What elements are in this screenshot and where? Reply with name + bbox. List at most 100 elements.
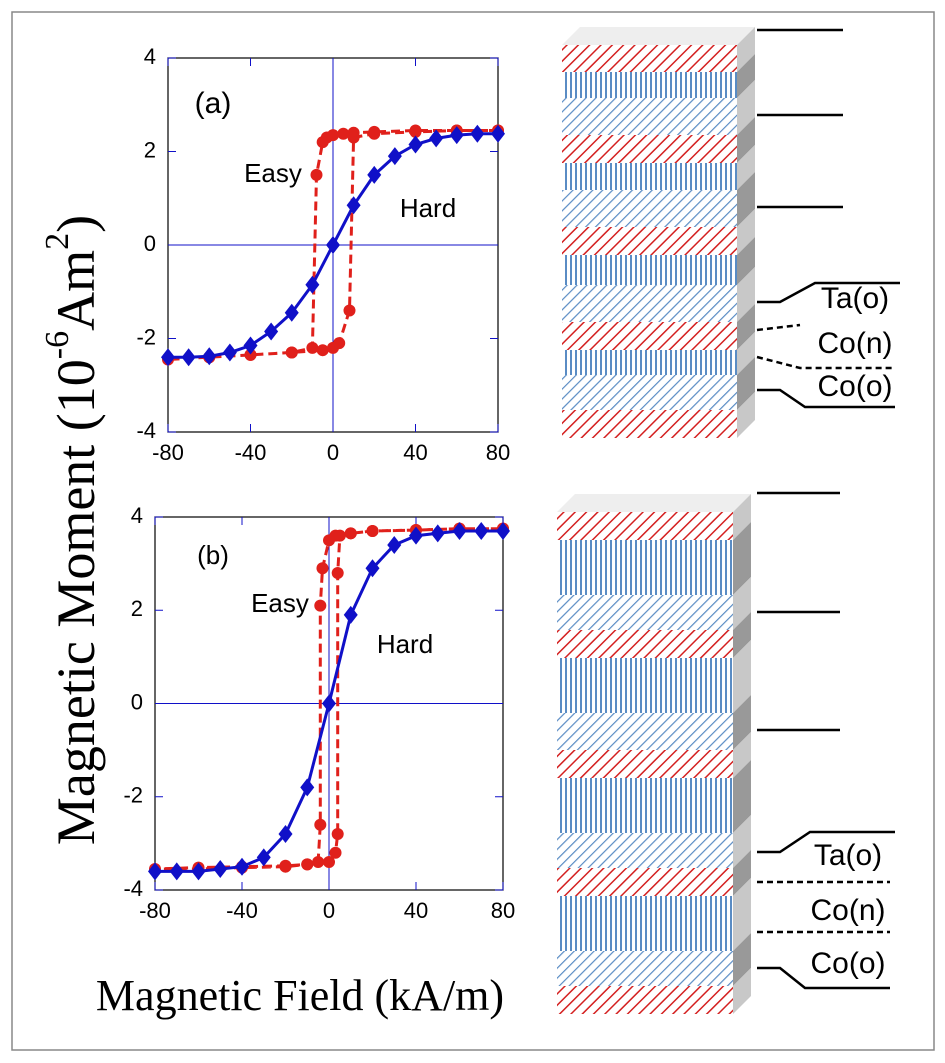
layer: [562, 163, 737, 190]
stack-top: [557, 494, 751, 512]
x-tick-label: 80: [486, 440, 510, 465]
marker: [343, 605, 358, 624]
x-tick-label: -80: [139, 898, 171, 923]
y-tick-label: -2: [123, 783, 143, 808]
layer: [557, 833, 733, 868]
marker: [343, 304, 356, 317]
layer: [557, 713, 733, 750]
y-tick-label: 0: [144, 231, 156, 256]
layer-side: [737, 54, 755, 98]
layer-side: [737, 357, 755, 410]
marker: [279, 859, 292, 872]
x-tick-label: -40: [235, 440, 267, 465]
marker: [333, 529, 346, 542]
marker: [409, 125, 422, 138]
layer-side: [737, 209, 755, 255]
layer: [557, 630, 733, 658]
layer-side: [733, 494, 751, 540]
layer: [557, 658, 733, 713]
panel-label: (a): [195, 87, 232, 120]
layer-side: [733, 695, 751, 750]
label-line: [757, 388, 895, 409]
label-line: [756, 323, 801, 332]
marker: [491, 124, 505, 143]
marker: [161, 348, 175, 367]
marker: [244, 348, 257, 361]
x-tick-label: 40: [403, 440, 427, 465]
y-tick-label: -2: [136, 324, 156, 349]
layer-side: [733, 732, 751, 778]
layer-label: Ta(o): [821, 282, 889, 315]
marker: [181, 348, 196, 367]
y-label-part: ): [46, 215, 106, 233]
layer-side: [737, 172, 755, 227]
marker: [333, 337, 346, 350]
marker: [329, 846, 342, 859]
marker: [316, 562, 329, 575]
layer-side: [737, 80, 755, 135]
marker: [337, 127, 350, 140]
marker: [326, 236, 340, 254]
y-tick-label: 4: [144, 44, 156, 69]
marker: [300, 778, 315, 797]
layer-label: Co(n): [817, 327, 892, 360]
y-label-part: Am: [46, 250, 106, 331]
marker: [222, 343, 237, 362]
frame: [11, 11, 935, 1051]
layer-label: Co(o): [817, 370, 892, 403]
marker: [409, 526, 423, 545]
marker: [264, 322, 279, 341]
layer: [562, 190, 737, 227]
marker: [322, 694, 336, 713]
y-tick-label: 2: [144, 137, 156, 162]
label-line: [757, 830, 895, 854]
layer-side: [733, 577, 751, 630]
marker: [169, 862, 184, 881]
series-annotation: Easy: [251, 588, 309, 618]
label-line: [757, 966, 890, 990]
layer-side: [737, 237, 755, 285]
marker: [452, 521, 467, 540]
marker: [430, 524, 445, 543]
marker: [496, 521, 510, 540]
marker: [191, 862, 206, 881]
marker: [365, 559, 380, 578]
marker: [243, 336, 258, 355]
marker: [213, 860, 228, 879]
layer: [562, 322, 737, 350]
label-line: [757, 281, 900, 304]
layer: [562, 285, 737, 322]
marker: [278, 825, 293, 844]
marker: [368, 127, 381, 140]
marker: [314, 818, 327, 831]
layer-side: [733, 640, 751, 713]
layer-side: [733, 815, 751, 868]
marker: [474, 521, 489, 540]
layer: [557, 951, 733, 986]
marker: [314, 599, 327, 612]
layer: [562, 72, 737, 98]
layer-side: [733, 850, 751, 896]
layer-side: [737, 304, 755, 350]
y-label-sup: 2: [39, 233, 76, 250]
layer: [557, 750, 733, 778]
layer: [562, 135, 737, 163]
x-tick-label: -80: [152, 440, 184, 465]
layer: [562, 375, 737, 410]
marker: [346, 196, 361, 215]
marker: [306, 341, 319, 354]
marker: [285, 346, 298, 359]
x-tick-label: -40: [226, 898, 258, 923]
layer-side: [733, 612, 751, 658]
layer-label: Ta(o): [814, 839, 882, 872]
marker: [202, 347, 217, 366]
marker: [347, 131, 360, 144]
panel-label: (b): [197, 540, 229, 570]
marker: [331, 566, 344, 579]
marker: [316, 344, 329, 357]
stack-top: [562, 27, 755, 45]
marker: [316, 136, 329, 149]
x-tick-label: 40: [404, 898, 428, 923]
x-tick-label: 80: [491, 898, 515, 923]
layer-side: [737, 117, 755, 163]
